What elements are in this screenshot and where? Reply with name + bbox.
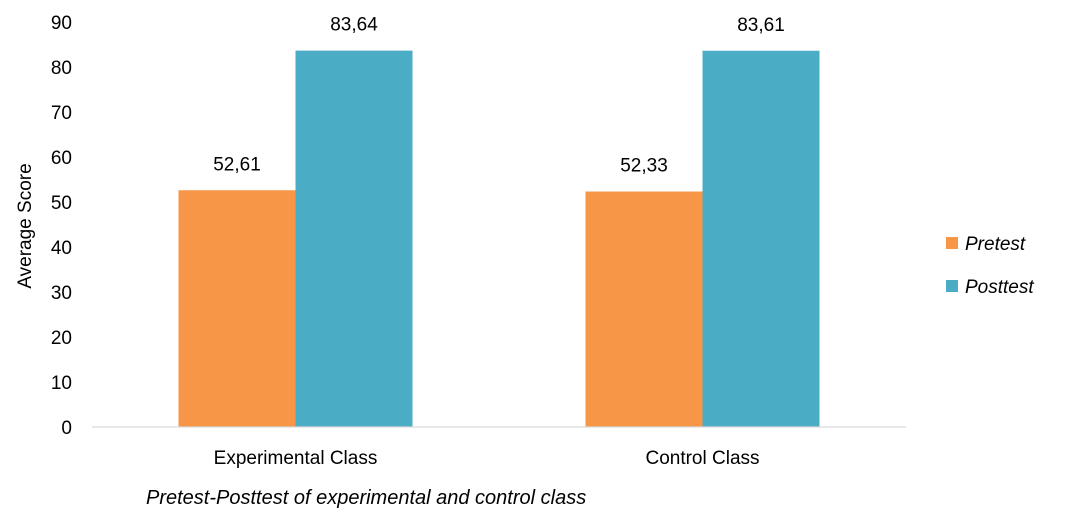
data-label: 52,61 (213, 154, 261, 175)
y-tick-labels: 0 10 20 30 40 50 60 70 80 90 (51, 13, 72, 439)
bar-posttest-1 (295, 50, 413, 428)
category-labels: Experimental Class Control Class (214, 448, 760, 469)
y-tick-label: 80 (51, 58, 72, 79)
legend-label: Pretest (965, 234, 1026, 255)
y-tick-label: 30 (51, 283, 72, 304)
y-tick-label: 20 (51, 328, 72, 349)
y-tick-label: 70 (51, 103, 72, 124)
data-label: 83,61 (737, 15, 785, 36)
bars (178, 50, 820, 428)
y-tick-label: 50 (51, 193, 72, 214)
data-label: 83,64 (330, 15, 378, 36)
category-label: Control Class (645, 448, 759, 469)
data-label: 52,33 (620, 156, 668, 177)
legend-swatch-pretest (946, 237, 958, 249)
category-label: Experimental Class (214, 448, 378, 469)
bar-pretest-1 (178, 190, 296, 427)
bar-posttest-2 (702, 50, 820, 427)
y-axis-label: Average Score (15, 163, 36, 288)
y-tick-label: 60 (51, 148, 72, 169)
y-tick-label: 40 (51, 238, 72, 259)
y-tick-label: 10 (51, 373, 72, 394)
y-tick-label: 90 (51, 13, 72, 34)
chart-caption: Pretest-Posttest of experimental and con… (146, 487, 587, 509)
legend: Pretest Posttest (946, 234, 1034, 298)
data-labels: 52,61 83,64 52,33 83,61 (213, 15, 785, 177)
y-tick-label: 0 (61, 418, 72, 439)
bar-pretest-2 (585, 191, 703, 427)
legend-label: Posttest (965, 277, 1034, 298)
legend-swatch-posttest (946, 280, 958, 292)
